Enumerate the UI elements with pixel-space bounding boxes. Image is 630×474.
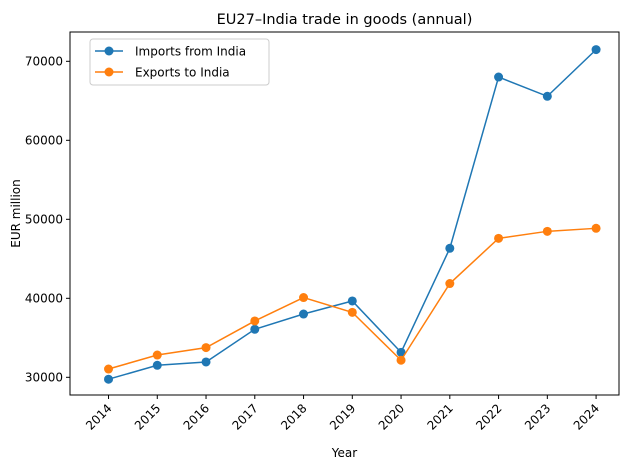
legend-label-exports: Exports to India [135,66,230,80]
legend-label-imports: Imports from India [135,45,246,59]
data-point-imports [152,360,162,370]
x-tick-label: 2023 [522,401,553,432]
data-point-exports [152,350,162,360]
x-tick-label: 2014 [83,401,114,432]
series-line-imports [108,49,597,380]
chart-title: EU27–India trade in goods (annual) [217,12,473,28]
series-layer [104,45,601,384]
legend: Imports from India Exports to India [89,38,270,86]
series-imports [104,45,601,384]
data-point-exports [250,316,260,326]
legend-entry-imports: Imports from India [95,45,246,59]
legend-entry-exports: Exports to India [95,66,230,80]
data-point-exports [445,279,455,289]
x-tick-label: 2015 [132,401,163,432]
y-tick-label: 50000 [25,212,63,226]
x-tick-label: 2017 [229,401,260,432]
data-point-imports [250,324,260,334]
legend-box [89,38,270,86]
x-tick-label: 2020 [376,401,407,432]
plot-frame [69,31,620,396]
data-point-imports [591,45,601,55]
data-point-exports [494,233,504,243]
y-tick-label: 40000 [25,291,63,305]
x-tick-label: 2019 [327,401,358,432]
data-point-imports [445,243,455,253]
y-tick-label: 60000 [25,133,63,147]
x-tick-label: 2024 [571,401,602,432]
data-point-imports [347,296,357,306]
y-axis: 30000 40000 50000 60000 70000 [25,54,70,384]
legend-marker-exports [104,67,114,77]
x-tick-label: 2018 [278,401,309,432]
x-tick-label: 2016 [181,401,212,432]
data-point-exports [299,293,309,303]
data-point-imports [201,357,211,367]
data-point-imports [542,91,552,101]
x-axis: 2014 2015 2016 2017 2018 2019 2020 2021 2022 2023… [83,395,602,433]
x-axis-label: Year [331,446,357,460]
y-axis-label: EUR million [9,179,23,248]
data-point-imports [299,309,309,319]
data-point-exports [104,364,114,374]
data-point-imports [396,347,406,357]
legend-marker-imports [104,46,114,56]
x-tick-label: 2021 [424,401,455,432]
data-point-exports [542,226,552,236]
data-point-imports [104,374,114,384]
data-point-exports [396,355,406,365]
y-tick-label: 30000 [25,370,63,384]
y-tick-label: 70000 [25,54,63,68]
data-point-imports [494,72,504,82]
data-point-exports [347,307,357,317]
data-point-exports [201,343,211,353]
x-tick-label: 2022 [473,401,504,432]
series-exports [104,223,601,374]
data-point-exports [591,223,601,233]
